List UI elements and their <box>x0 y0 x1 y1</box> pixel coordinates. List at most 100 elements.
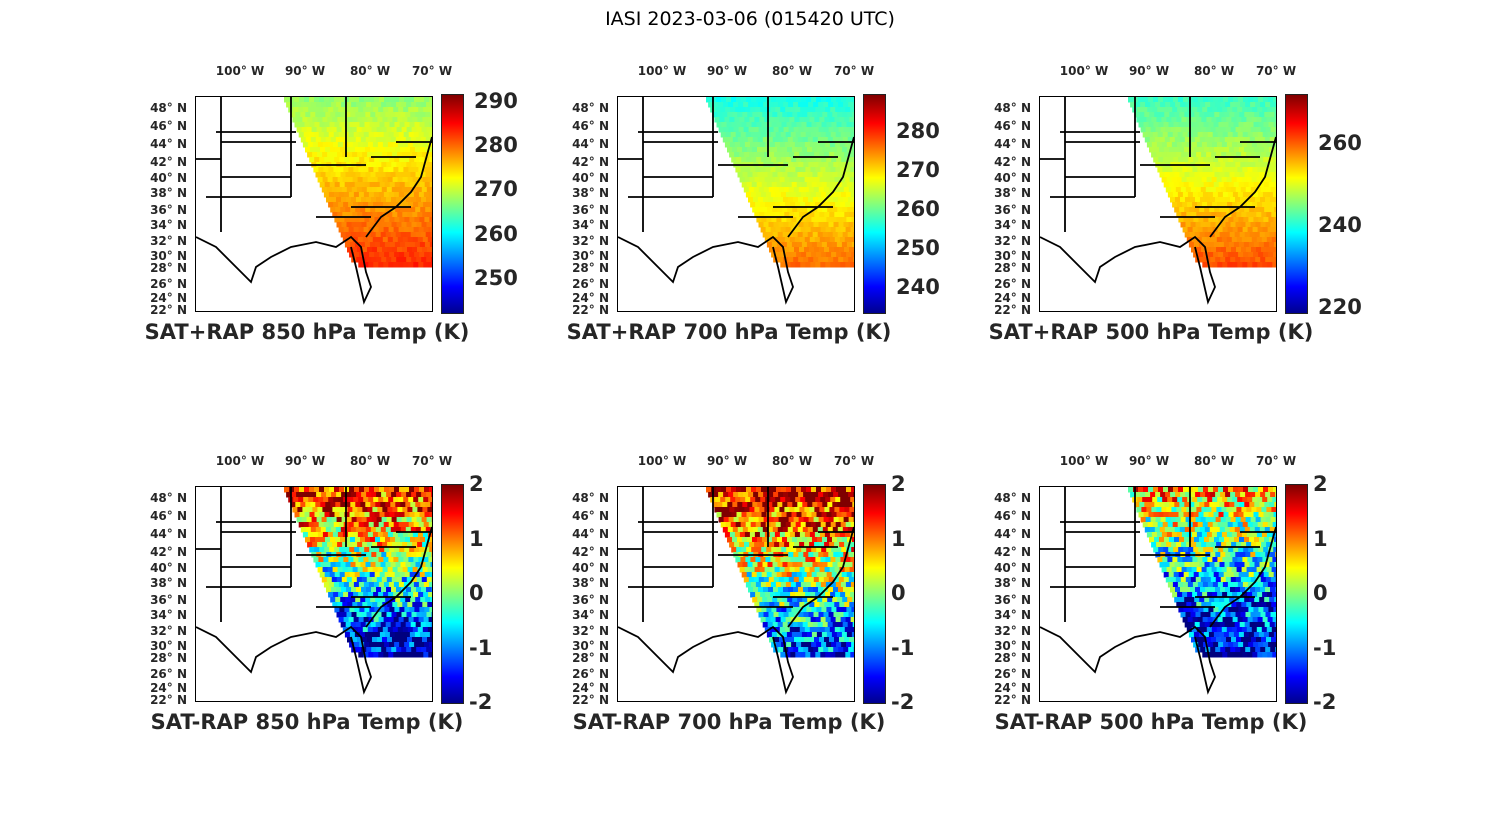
swath-cell <box>314 487 320 493</box>
swath-cell <box>797 527 804 533</box>
swath-cell <box>1253 157 1259 163</box>
swath-cell <box>387 567 394 573</box>
swath-cell <box>805 227 812 233</box>
swath-cell <box>834 152 840 158</box>
swath-cell <box>325 502 331 508</box>
swath-cell <box>349 632 356 638</box>
swath-cell <box>293 497 299 503</box>
swath-cell <box>1228 252 1234 258</box>
swath-cell <box>818 517 825 523</box>
swath-cell <box>821 487 827 493</box>
swath-cell <box>1170 587 1176 593</box>
swath-cell <box>1179 207 1185 213</box>
swath-cell <box>1260 492 1266 498</box>
swath-cell <box>302 117 308 123</box>
swath-cell <box>1231 602 1237 608</box>
swath-cell <box>806 122 812 128</box>
swath-cell <box>844 237 851 243</box>
swath-cell <box>767 137 774 143</box>
swath-cell <box>1140 102 1146 108</box>
swath-cell <box>747 562 753 568</box>
swath-cell <box>789 142 796 148</box>
swath-cell <box>335 527 342 533</box>
swath-cell <box>388 107 394 113</box>
swath-cell <box>425 172 431 178</box>
swath-cell <box>1242 202 1248 208</box>
swath-cell <box>830 107 836 113</box>
swath-cell <box>371 492 377 498</box>
swath-cell <box>1265 187 1272 193</box>
swath-cell <box>1195 197 1201 203</box>
swath-cell <box>1142 107 1148 113</box>
swath-cell <box>345 527 352 533</box>
latitude-tick-label: 38° N <box>994 576 1031 590</box>
swath-cell <box>759 142 766 148</box>
swath-cell <box>1191 237 1198 243</box>
swath-cell <box>1174 112 1180 118</box>
swath-cell <box>1223 632 1230 638</box>
swath-cell <box>1161 567 1168 573</box>
swath-cell <box>796 487 802 493</box>
swath-cell <box>828 492 834 498</box>
swath-cell <box>840 202 846 208</box>
swath-cell <box>1270 552 1276 558</box>
swath-cell <box>778 127 785 133</box>
swath-cell <box>1217 167 1223 173</box>
swath-cell <box>769 567 776 573</box>
swath-cell <box>839 637 845 643</box>
swath-cell <box>1257 592 1263 598</box>
swath-cell <box>290 502 296 508</box>
swath-cell <box>1272 202 1276 208</box>
swath-cell <box>737 562 743 568</box>
swath-cell <box>785 227 792 233</box>
swath-cell <box>386 257 392 263</box>
swath-cell <box>375 147 381 153</box>
swath-cell <box>337 507 343 513</box>
swath-cell <box>386 587 392 593</box>
latitude-tick-label: 36° N <box>572 593 609 607</box>
swath-cell <box>1163 182 1170 188</box>
latitude-tick-label: 48° N <box>572 491 609 505</box>
swath-cell <box>1251 152 1257 158</box>
swath-cell <box>395 562 401 568</box>
swath-cell <box>815 497 821 503</box>
swath-cell <box>355 147 361 153</box>
swath-cell <box>1253 487 1259 493</box>
swath-cell <box>361 222 367 228</box>
swath-cell <box>808 162 814 168</box>
swath-cell <box>767 622 774 628</box>
swath-cell <box>795 617 802 623</box>
swath-cell <box>1188 182 1195 188</box>
swath-cell <box>792 147 798 153</box>
swath-cell <box>1251 237 1258 243</box>
swath-cell <box>406 587 412 593</box>
swath-cell <box>368 557 374 563</box>
swath-cell <box>1196 152 1202 158</box>
swath-cell <box>753 492 759 498</box>
swath-cell <box>796 157 802 163</box>
swath-cell <box>743 187 750 193</box>
swath-cell <box>1209 172 1215 178</box>
swath-cell <box>357 177 364 183</box>
swath-cell <box>1251 532 1258 538</box>
swath-cell <box>770 497 776 503</box>
swath-cell <box>1199 232 1206 238</box>
swath-cell <box>419 217 425 223</box>
swath-cell <box>1240 127 1247 133</box>
swath-cell <box>823 187 830 193</box>
swath-cell <box>426 222 432 228</box>
swath-cell <box>1158 157 1164 163</box>
coastline <box>196 526 432 695</box>
swath-cell <box>419 182 426 188</box>
swath-cell <box>352 532 359 538</box>
swath-cell <box>344 242 351 248</box>
swath-cell <box>1274 147 1276 153</box>
swath-cell <box>1263 572 1270 578</box>
swath-cell <box>357 142 364 148</box>
swath-cell <box>785 582 792 588</box>
swath-cell <box>848 577 854 583</box>
swath-cell <box>833 127 840 133</box>
swath-cell <box>774 117 780 123</box>
swath-cell <box>417 142 424 148</box>
swath-cell <box>771 97 777 103</box>
